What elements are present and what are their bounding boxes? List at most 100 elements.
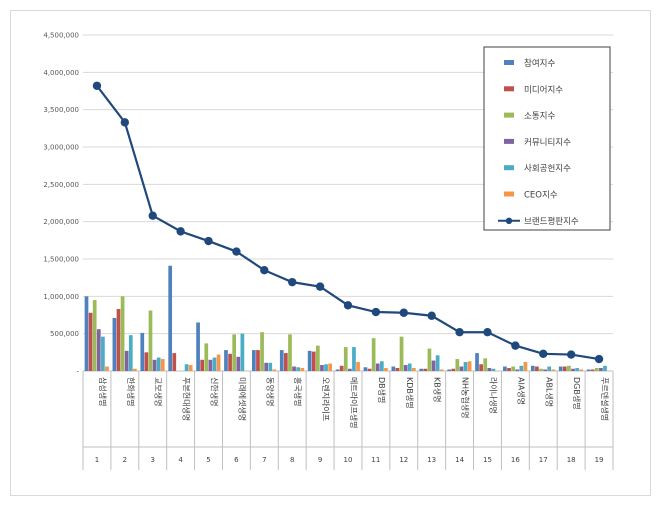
- bar-커뮤니티지수: [124, 350, 129, 371]
- bar-소통지수: [92, 300, 97, 371]
- bar-참여지수: [530, 365, 535, 371]
- bar-CEO지수: [411, 368, 416, 371]
- category-label: 라이나생명: [488, 377, 498, 414]
- rank-label: 17: [539, 456, 548, 464]
- bar-미디어지수: [311, 351, 316, 371]
- legend-swatch: [504, 86, 514, 92]
- bar-커뮤니티지수: [515, 369, 520, 371]
- bar-소통지수: [120, 296, 125, 371]
- category-label: NH농협생명: [461, 377, 471, 418]
- bar-소통지수: [455, 359, 460, 371]
- bar-참여지수: [307, 350, 312, 371]
- bar-사회공헌지수: [575, 368, 579, 371]
- bar-미디어지수: [535, 366, 539, 371]
- bar-소통지수: [288, 334, 292, 371]
- y-tick-label: 4,000,000: [43, 69, 79, 77]
- bar-CEO지수: [384, 368, 388, 371]
- bar-미디어지수: [507, 368, 511, 371]
- y-tick-label: 500,000: [50, 330, 79, 338]
- bar-소통지수: [148, 310, 153, 371]
- category-label: 오렌지라이프: [321, 377, 331, 421]
- bar-참여지수: [419, 368, 424, 371]
- bar-소통지수: [399, 336, 404, 371]
- bar-참여지수: [224, 350, 228, 371]
- bar-참여지수: [112, 317, 117, 371]
- line-point: [427, 311, 436, 320]
- y-tick-label: 3,500,000: [43, 106, 79, 114]
- bar-미디어지수: [172, 353, 177, 371]
- bar-커뮤니티지수: [487, 368, 492, 371]
- bar-참여지수: [503, 366, 507, 371]
- bar-커뮤니티지수: [599, 368, 603, 371]
- bar-사회공헌지수: [463, 362, 468, 371]
- bar-CEO지수: [356, 362, 360, 371]
- bar-CEO지수: [105, 366, 109, 371]
- bar-참여지수: [252, 350, 256, 371]
- legend-swatch: [504, 112, 514, 118]
- y-tick-label: 2,000,000: [43, 218, 79, 226]
- rank-label: 12: [399, 456, 408, 464]
- bar-사회공헌지수: [603, 365, 607, 371]
- rank-label: 13: [427, 456, 436, 464]
- bar-커뮤니티지수: [571, 368, 575, 371]
- bar-미디어지수: [256, 350, 260, 371]
- line-point: [539, 349, 548, 359]
- rank-label: 8: [290, 456, 294, 464]
- rank-label: 14: [455, 456, 464, 464]
- bar-사회공헌지수: [519, 365, 524, 371]
- bar-커뮤니티지수: [292, 366, 296, 371]
- line-point: [399, 308, 408, 317]
- category-label: 푸르덴셜생명: [600, 377, 610, 421]
- bar-참여지수: [586, 369, 591, 371]
- legend-swatch: [504, 165, 514, 171]
- bar-사회공헌지수: [547, 366, 552, 371]
- y-tick-label: -: [76, 368, 79, 376]
- bar-미디어지수: [228, 353, 232, 371]
- bar-커뮤니티지수: [152, 359, 157, 371]
- rank-label: 16: [511, 456, 520, 464]
- category-label: 한화생명: [126, 377, 136, 406]
- rank-label: 5: [206, 456, 210, 464]
- bar-사회공헌지수: [352, 347, 356, 371]
- bar-미디어지수: [339, 365, 344, 371]
- bar-커뮤니티지수: [236, 356, 241, 371]
- bar-소통지수: [343, 347, 348, 371]
- bar-미디어지수: [284, 353, 288, 371]
- bar-소통지수: [539, 368, 543, 371]
- bar-사회공헌지수: [240, 333, 245, 371]
- bar-미디어지수: [562, 366, 567, 371]
- bar-사회공헌지수: [324, 364, 328, 371]
- rank-label: 19: [595, 456, 604, 464]
- category-label: 교보생명: [154, 377, 164, 406]
- legend-label: 사회공헌지수: [524, 164, 571, 174]
- bar-소통지수: [232, 334, 237, 371]
- bar-참여지수: [196, 322, 200, 371]
- line-point: [566, 350, 576, 359]
- bar-참여지수: [168, 265, 173, 371]
- bar-CEO지수: [216, 354, 221, 371]
- line-point: [315, 282, 325, 291]
- bar-커뮤니티지수: [264, 362, 269, 371]
- rank-label: 7: [262, 456, 266, 464]
- rank-label: 11: [371, 456, 380, 464]
- category-label: 신한생명: [210, 377, 220, 406]
- bar-사회공헌지수: [296, 367, 301, 371]
- bar-사회공헌지수: [128, 335, 133, 371]
- line-point: [455, 327, 464, 337]
- line-point: [148, 211, 157, 220]
- legend-label: 미디어지수: [524, 84, 563, 95]
- bar-미디어지수: [367, 368, 372, 371]
- bar-사회공헌지수: [212, 357, 217, 371]
- legend-swatch-marker: [505, 217, 513, 224]
- bar-커뮤니티지수: [543, 369, 547, 371]
- line-point: [288, 277, 297, 287]
- line-point: [232, 247, 241, 256]
- bar-미디어지수: [395, 368, 400, 371]
- bar-커뮤니티지수: [208, 359, 213, 371]
- rank-label: 9: [318, 456, 322, 464]
- legend-label: 커뮤니티지수: [524, 137, 571, 148]
- bar-커뮤니티지수: [403, 365, 408, 371]
- bar-미디어지수: [451, 368, 456, 371]
- bar-참여지수: [279, 350, 284, 371]
